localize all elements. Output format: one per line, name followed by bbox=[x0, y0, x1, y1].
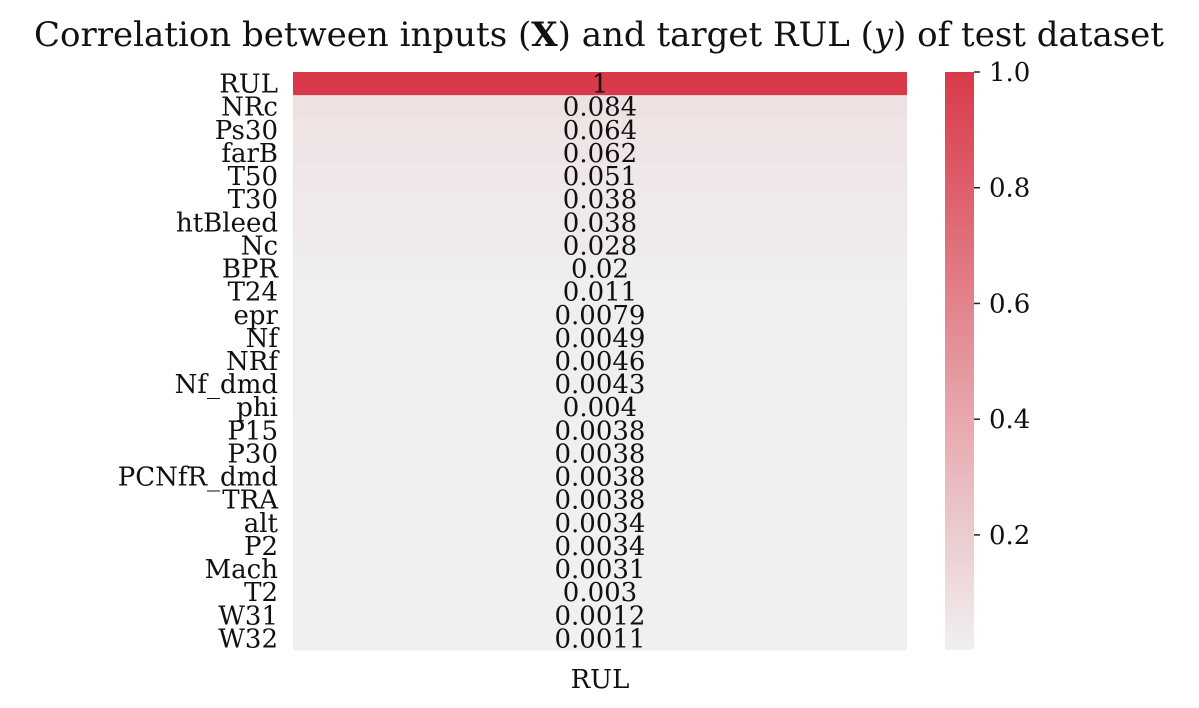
cell-value-label: 0.028 bbox=[563, 231, 637, 261]
colorbar bbox=[945, 72, 974, 650]
colorbar-tick-label: 1.0 bbox=[989, 58, 1030, 88]
heatmap-cell bbox=[293, 580, 907, 605]
colorbar-tick-label: 0.6 bbox=[989, 289, 1030, 319]
row-tick-label: T50 bbox=[228, 162, 278, 192]
cell-value-label: 0.0038 bbox=[555, 439, 646, 469]
row-tick-label: RUL bbox=[219, 70, 278, 100]
heatmap-cells bbox=[293, 72, 907, 651]
heatmap-cell bbox=[293, 418, 907, 443]
chart-title: Correlation between inputs (X) and targe… bbox=[34, 15, 1164, 55]
cell-value-label: 0.084 bbox=[563, 93, 637, 123]
heatmap-cell bbox=[293, 372, 907, 397]
cell-value-label: 0.062 bbox=[563, 139, 637, 169]
colorbar-tick-label: 0.8 bbox=[989, 174, 1030, 204]
row-tick-label: Nf bbox=[246, 324, 281, 354]
row-tick-label: Mach bbox=[205, 555, 279, 585]
heatmap-cell bbox=[293, 465, 907, 489]
title-part: Correlation between inputs ( bbox=[34, 15, 531, 55]
cell-value-label: 0.003 bbox=[563, 578, 637, 608]
cell-value-label: 0.038 bbox=[563, 185, 637, 215]
row-tick-label: P30 bbox=[227, 439, 278, 469]
row-tick-label: W32 bbox=[218, 624, 278, 654]
cell-value-label: 0.02 bbox=[571, 255, 629, 285]
heatmap-cell bbox=[293, 95, 907, 119]
heatmap-cell bbox=[293, 349, 907, 374]
heatmap-cell bbox=[293, 210, 907, 235]
heatmap-cell bbox=[293, 557, 907, 582]
row-tick-label: T30 bbox=[228, 185, 278, 215]
cell-value-label: 0.0031 bbox=[555, 555, 646, 585]
title-part: y bbox=[872, 15, 894, 55]
colorbar-tick-label: 0.2 bbox=[989, 521, 1030, 551]
cell-value-label: 0.038 bbox=[563, 208, 637, 238]
row-tick-label: Nc bbox=[241, 231, 278, 261]
cell-value-label: 0.0012 bbox=[555, 601, 646, 631]
cell-value-label: 0.004 bbox=[563, 393, 637, 423]
heatmap-cell bbox=[293, 187, 907, 212]
heatmap-cell bbox=[293, 72, 907, 96]
heatmap-cell bbox=[293, 626, 907, 651]
cell-value-label: 0.0043 bbox=[555, 370, 646, 400]
cell-value-label: 0.0034 bbox=[555, 509, 646, 539]
heatmap-cell bbox=[293, 141, 907, 165]
cell-value-label: 0.0011 bbox=[555, 624, 646, 654]
row-tick-label: phi bbox=[236, 393, 278, 423]
x-axis-tick-label: RUL bbox=[571, 665, 630, 695]
row-tick-label: epr bbox=[234, 301, 279, 331]
title-part: X bbox=[531, 15, 558, 55]
heatmap-cell bbox=[293, 164, 907, 189]
row-tick-label: Nf_dmd bbox=[175, 370, 278, 400]
row-tick-label: alt bbox=[244, 509, 279, 539]
colorbar-tick-label: 0.4 bbox=[989, 405, 1030, 435]
title-part: ) and target RUL ( bbox=[558, 15, 874, 55]
cell-value-labels: 10.0840.0640.0620.0510.0380.0380.0280.02… bbox=[555, 70, 646, 655]
row-tick-label: NRf bbox=[226, 347, 280, 377]
heatmap-cell bbox=[293, 233, 907, 258]
heatmap-cell bbox=[293, 511, 907, 535]
row-tick-label: htBleed bbox=[176, 208, 278, 238]
cell-value-label: 0.0038 bbox=[555, 416, 646, 446]
row-labels: RULNRcPs30farBT50T30htBleedNcBPRT24eprNf… bbox=[118, 70, 281, 655]
cell-value-label: 0.0034 bbox=[555, 532, 646, 562]
heatmap-cell bbox=[293, 603, 907, 628]
heatmap-cell bbox=[293, 280, 907, 304]
cell-value-label: 0.011 bbox=[563, 278, 637, 308]
cell-value-label: 0.051 bbox=[563, 162, 637, 192]
row-tick-label: T2 bbox=[244, 578, 278, 608]
row-tick-label: T24 bbox=[228, 278, 278, 308]
cell-value-label: 0.0038 bbox=[555, 463, 646, 493]
row-tick-label: BPR bbox=[222, 255, 280, 285]
cell-value-label: 0.0046 bbox=[555, 347, 646, 377]
row-tick-label: TRA bbox=[222, 486, 279, 516]
row-tick-label: P2 bbox=[244, 532, 278, 562]
cell-value-label: 0.064 bbox=[563, 116, 637, 146]
heatmap-cell bbox=[293, 488, 907, 512]
heatmap-cell bbox=[293, 118, 907, 142]
heatmap-cell bbox=[293, 256, 907, 281]
heatmap-cell bbox=[293, 303, 907, 327]
title-part: ) of test dataset bbox=[893, 15, 1164, 55]
heatmap-cell bbox=[293, 395, 907, 420]
row-tick-label: PCNfR_dmd bbox=[118, 463, 278, 493]
colorbar-ticks: 1.0 0.8 0.6 0.4 0.2 bbox=[974, 58, 1030, 551]
cell-value-label: 0.0038 bbox=[555, 486, 646, 516]
row-tick-label: P15 bbox=[227, 416, 278, 446]
row-tick-label: farB bbox=[221, 139, 278, 169]
heatmap-cell bbox=[293, 441, 907, 466]
cell-value-label: 0.0049 bbox=[555, 324, 646, 354]
row-tick-label: NRc bbox=[221, 93, 278, 123]
heatmap-cell bbox=[293, 326, 907, 350]
cell-value-label: 0.0079 bbox=[555, 301, 646, 331]
cell-value-label: 1 bbox=[592, 70, 609, 100]
heatmap-cell bbox=[293, 534, 907, 559]
row-tick-label: Ps30 bbox=[215, 116, 278, 146]
row-tick-label: W31 bbox=[218, 601, 278, 631]
